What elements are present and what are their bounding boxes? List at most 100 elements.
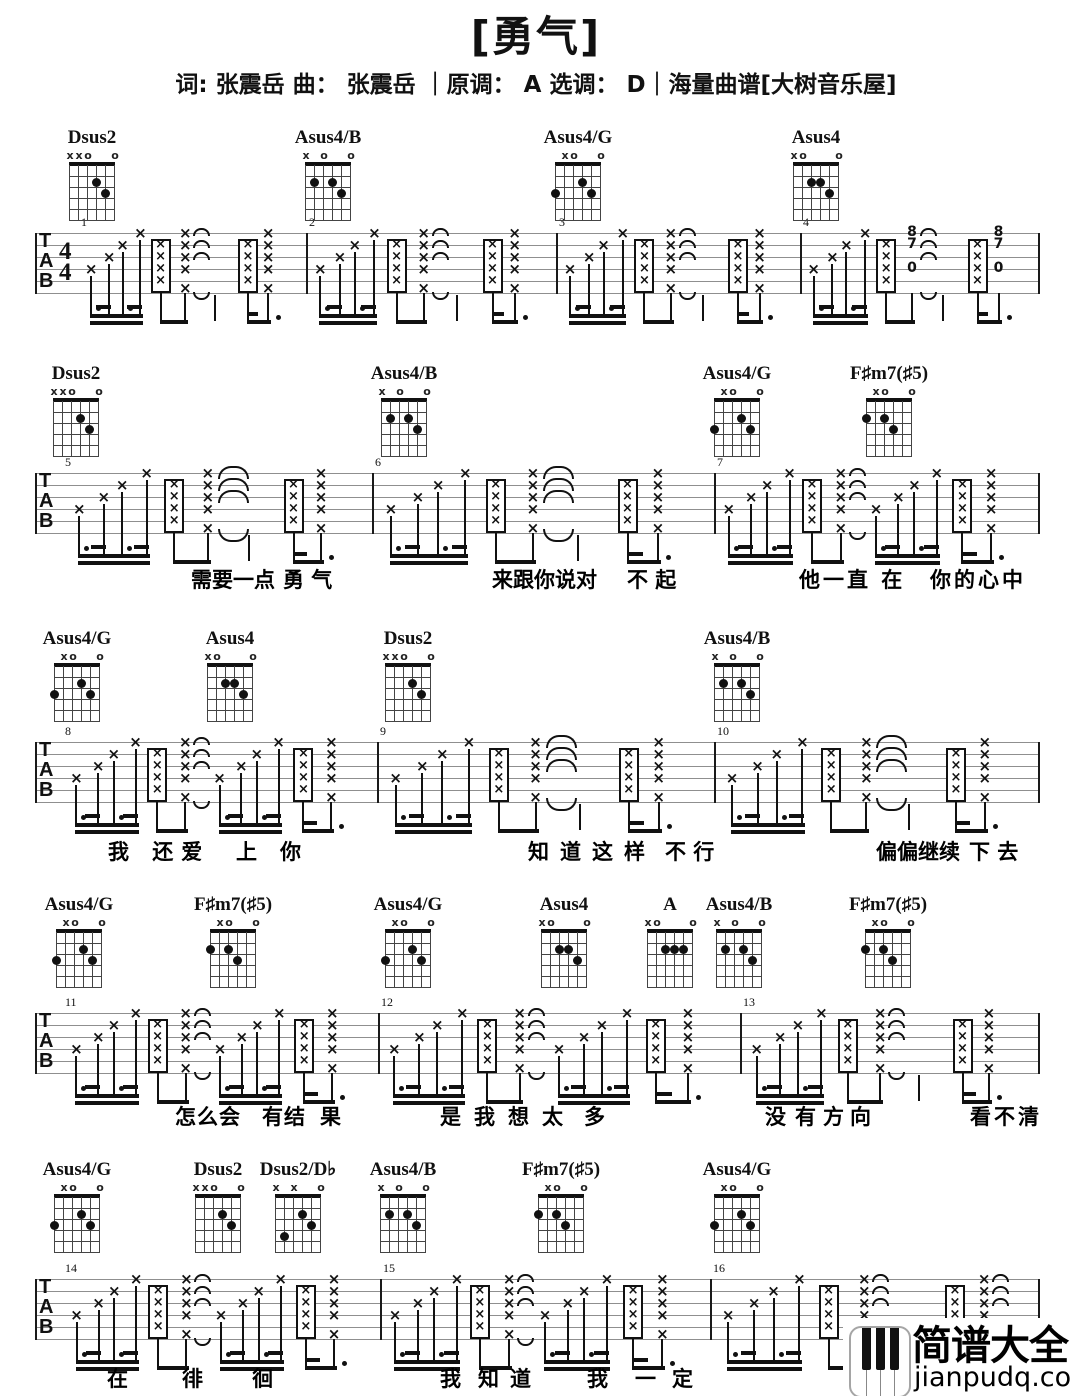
chord-nut (195, 1194, 241, 1198)
tab-x-mark: × (168, 513, 180, 528)
beam-bar (755, 1101, 825, 1105)
chord-finger-dot (403, 1209, 412, 1219)
chord-fret-line (195, 1208, 241, 1209)
note-stem (219, 1056, 221, 1094)
note-stem (302, 800, 305, 833)
tab-x-mark: × (490, 501, 502, 516)
chord-string-marker: x (544, 1181, 552, 1194)
chord-fret-line (385, 721, 431, 722)
barline (1038, 742, 1040, 803)
chord-string-line (582, 165, 583, 220)
chord-nut (54, 663, 100, 667)
tab-x-mark: × (950, 758, 962, 773)
chord-fret-line (207, 699, 253, 700)
chord-string-marker: x (720, 1181, 728, 1194)
tab-x-mark: × (744, 488, 758, 506)
tab-x-mark: × (201, 500, 215, 518)
tab-x-mark: × (327, 1325, 341, 1343)
tab-x-mark: × (880, 249, 892, 264)
beam-dot (737, 815, 742, 820)
chord-string-line (884, 401, 885, 456)
beam-dot (447, 815, 453, 820)
tab-x-mark: × (91, 757, 105, 775)
beam-dot (992, 824, 998, 829)
tab-x-mark: × (152, 1295, 164, 1310)
beam-bar (452, 545, 468, 549)
beam-bar (961, 1092, 976, 1096)
chord-string-line (78, 165, 79, 220)
beam-bar (303, 1100, 336, 1104)
chord-name: Dsus2 (67, 127, 117, 148)
beam-dot (276, 315, 282, 320)
tab-x-mark: × (753, 260, 766, 278)
note-stem (75, 785, 78, 823)
piano-black-key (862, 1328, 871, 1370)
chord-fret-line (195, 1252, 241, 1253)
tab-x-mark: × (178, 236, 192, 254)
note-stem (961, 1071, 964, 1104)
chord-fret-line (714, 721, 760, 722)
chord-fret-line (385, 976, 431, 977)
chord-string-line (314, 165, 315, 220)
chord-string-line (412, 666, 413, 721)
chord-string-marker: o (69, 1181, 77, 1194)
chord-string-marker: o (71, 916, 79, 929)
chord-fret-line (714, 456, 760, 457)
tie-arc-icon (527, 1032, 545, 1040)
piano-key-divider (866, 1370, 867, 1396)
beam-bar (727, 1367, 803, 1371)
beam-dot (329, 555, 335, 560)
beam-bar (319, 321, 378, 325)
chord-string-line (732, 666, 733, 721)
chord-fret-line (69, 187, 115, 188)
beam-dot (118, 1086, 124, 1091)
beam-bar (738, 545, 754, 549)
chord-finger-dot (298, 1209, 307, 1219)
beam-dot (564, 1086, 569, 1091)
chord-string-marker: o (213, 650, 221, 663)
tab-x-mark: × (869, 500, 883, 518)
beam-bar (727, 561, 793, 565)
beam-dot (919, 546, 925, 551)
chord-string-line (228, 932, 229, 987)
note-stem (393, 1056, 396, 1094)
tab-x-mark: × (474, 1319, 486, 1334)
tab-x-mark: × (664, 248, 678, 266)
chord-finger-dot (880, 413, 889, 423)
staff-line (35, 1291, 1038, 1292)
watermark-site-url[interactable]: jianpudq.com (914, 1362, 1072, 1393)
chord-string-marker: o (252, 916, 260, 929)
beam-dot (262, 1086, 268, 1091)
beam-bar (404, 1351, 420, 1355)
chord-nut (865, 929, 911, 933)
chord-finger-dot (86, 1220, 95, 1230)
staff-line (35, 281, 1038, 282)
tab-x-mark: × (417, 224, 430, 242)
note-stem (846, 1071, 849, 1104)
beam-bar (90, 321, 144, 325)
note-stem (240, 1044, 243, 1094)
note-stem (108, 264, 111, 314)
beam-dot (261, 815, 267, 820)
tab-x-mark: × (298, 1017, 310, 1032)
note-stem (897, 504, 900, 554)
tab-x-mark: × (493, 770, 505, 785)
chord-finger-dot (737, 678, 746, 688)
chord-string-line (74, 932, 75, 987)
chord-string-line (734, 932, 735, 987)
tab-x-mark: × (487, 237, 498, 252)
chord-fret-line (275, 1208, 321, 1209)
tab-x-mark: × (577, 1282, 591, 1300)
tab-x-mark: × (681, 1004, 695, 1022)
beam-dot (81, 815, 87, 820)
tab-x-mark: × (97, 488, 111, 506)
beam-bar (159, 320, 189, 324)
tab-x-mark: × (857, 1294, 871, 1312)
chord-string-marker: o (423, 385, 431, 398)
beam-dot (226, 1352, 231, 1357)
beam-bar (265, 814, 281, 818)
note-stem (184, 293, 187, 324)
note-stem (437, 492, 440, 554)
chord-finger-dot (739, 944, 748, 954)
staff-line (35, 778, 1038, 779)
